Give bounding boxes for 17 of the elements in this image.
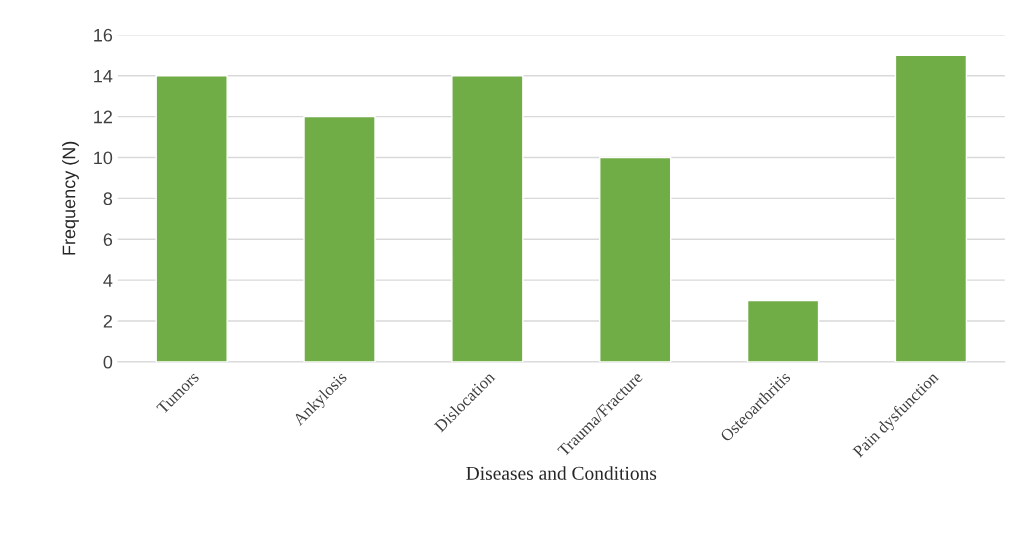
- y-tick-label: 10: [94, 151, 113, 165]
- y-tick-label: 4: [103, 274, 113, 287]
- y-tick-label: 12: [94, 110, 112, 124]
- bar: [746, 299, 820, 362]
- y-axis-title: Frequency (N): [62, 141, 79, 255]
- bar: [451, 75, 524, 362]
- y-tick-label: 8: [103, 192, 113, 206]
- bar: [303, 115, 376, 362]
- y-tick-label: 14: [94, 69, 113, 83]
- y-tick-label: 6: [103, 233, 113, 246]
- y-tick-label: 16: [94, 28, 113, 42]
- x-axis-title: Diseases and Conditions: [466, 466, 657, 480]
- bar: [599, 156, 672, 362]
- y-tick-label: 2: [103, 314, 112, 328]
- bar: [155, 75, 228, 362]
- y-tick-label: 0: [103, 355, 113, 369]
- bar: [894, 54, 968, 362]
